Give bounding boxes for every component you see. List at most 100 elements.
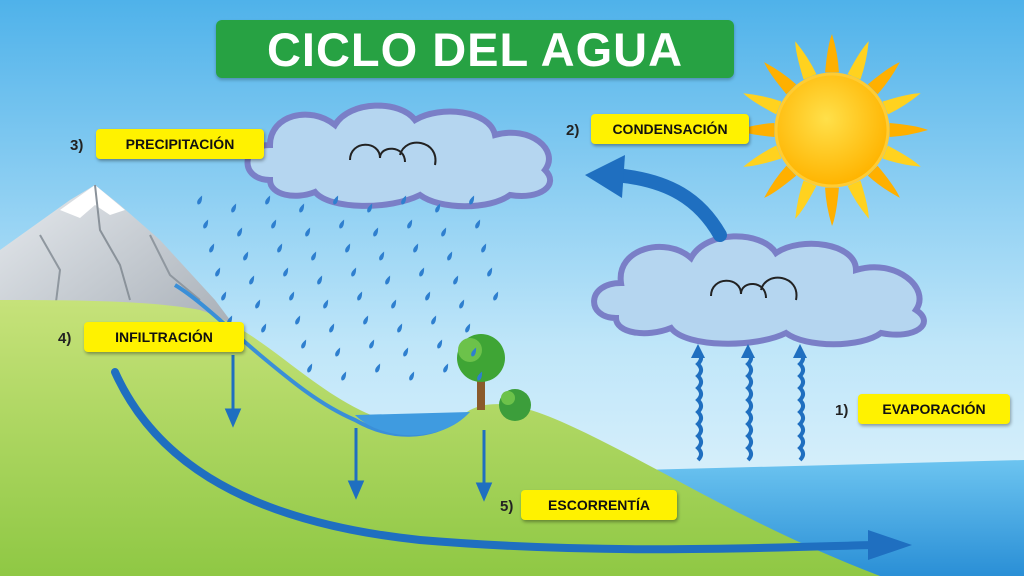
- rain-drop-icon: [351, 267, 357, 277]
- evaporation-wave-arrow: [797, 350, 805, 462]
- rain-drop-icon: [295, 315, 301, 325]
- step-label-precipitacion: PRECIPITACIÓN: [96, 129, 264, 159]
- arrow-head-icon: [691, 344, 705, 358]
- sun-ray: [825, 187, 839, 226]
- rain-drop-icon: [453, 275, 459, 285]
- rain-drop-icon: [475, 219, 481, 229]
- rain-drop-icon: [277, 243, 283, 253]
- rain-drop-icon: [367, 203, 373, 213]
- sun-icon: [736, 34, 928, 226]
- rain-drop-icon: [437, 339, 443, 349]
- rain-drop-icon: [373, 227, 379, 237]
- rain-drop-icon: [289, 291, 295, 301]
- rain-drop-icon: [203, 219, 209, 229]
- rain-drop-icon: [363, 315, 369, 325]
- rain-drop-icon: [407, 219, 413, 229]
- arrow-head-icon: [741, 344, 755, 358]
- rain-drop-icon: [261, 323, 267, 333]
- sun-ray: [882, 145, 921, 167]
- sun-ray: [825, 34, 839, 73]
- cloud-icon: [591, 233, 927, 348]
- rain-drop-icon: [283, 267, 289, 277]
- rain-drop-icon: [379, 251, 385, 261]
- sun-ray: [795, 180, 817, 219]
- condensation-arrow-icon: [585, 155, 727, 242]
- sun-ray: [764, 62, 797, 95]
- rain-drop-icon: [221, 291, 227, 301]
- rain-drop-icon: [447, 251, 453, 261]
- rain-drop-icon: [305, 227, 311, 237]
- evaporation-arrows-icon: [691, 344, 807, 462]
- rain-drop-icon: [339, 219, 345, 229]
- rain-drop-icon: [375, 363, 381, 373]
- rain-drop-icon: [385, 275, 391, 285]
- sun-ray: [743, 145, 782, 167]
- sun-ray: [795, 41, 817, 80]
- evaporation-wave-arrow: [695, 350, 703, 462]
- title-banner: CICLO DEL AGUA: [216, 20, 734, 78]
- sun-ray: [847, 180, 869, 219]
- page-title: CICLO DEL AGUA: [266, 22, 684, 76]
- rain-drop-icon: [425, 291, 431, 301]
- sun-ray: [743, 93, 782, 115]
- rain-drop-icon: [441, 227, 447, 237]
- rain-drop-icon: [299, 203, 305, 213]
- rain-drop-icon: [419, 267, 425, 277]
- rain-drop-icon: [249, 275, 255, 285]
- rain-drop-icon: [335, 347, 341, 357]
- rain-drop-icon: [471, 347, 477, 357]
- sun-ray: [764, 165, 797, 198]
- rain-drop-icon: [333, 195, 339, 205]
- rain-drop-icon: [317, 275, 323, 285]
- rain-drop-icon: [357, 291, 363, 301]
- rain-drop-icon: [465, 323, 471, 333]
- step-number-1: 1): [835, 402, 849, 419]
- rain-drop-icon: [469, 195, 475, 205]
- step-number-5: 5): [500, 498, 514, 515]
- rain-drop-icon: [307, 363, 313, 373]
- step-number-4: 4): [58, 330, 72, 347]
- sun-ray: [847, 41, 869, 80]
- rain-drop-icon: [243, 251, 249, 261]
- rain-drop-icon: [311, 251, 317, 261]
- rain-drop-icon: [487, 267, 493, 277]
- rain: [197, 195, 499, 381]
- sun-ray: [882, 93, 921, 115]
- sun-ray: [867, 62, 900, 95]
- rain-drop-icon: [391, 299, 397, 309]
- arrow-head-icon: [793, 344, 807, 358]
- rain-drop-icon: [397, 323, 403, 333]
- step-label-infiltracion: INFILTRACIÓN: [84, 322, 244, 352]
- infiltration-arrows-icon: [224, 355, 493, 502]
- rain-drop-icon: [271, 219, 277, 229]
- rain-drop-icon: [197, 195, 203, 205]
- rain-drop-icon: [493, 291, 499, 301]
- rain-drop-icon: [477, 371, 483, 381]
- rain-drop-icon: [215, 267, 221, 277]
- lake: [355, 412, 470, 436]
- sun-ray: [736, 123, 775, 137]
- rain-drop-icon: [341, 371, 347, 381]
- rain-drop-icon: [443, 363, 449, 373]
- sea: [640, 460, 1024, 576]
- rain-drop-icon: [403, 347, 409, 357]
- rain-drop-icon: [369, 339, 375, 349]
- step-label-escorrentia: ESCORRENTÍA: [521, 490, 677, 520]
- evaporation-wave-arrow: [745, 350, 753, 462]
- rain-drop-icon: [435, 203, 441, 213]
- step-label-evaporacion: EVAPORACIÓN: [858, 394, 1010, 424]
- rain-drop-icon: [401, 195, 407, 205]
- rain-drop-icon: [323, 299, 329, 309]
- cloud-icon: [244, 102, 554, 210]
- step-label-condensacion: CONDENSACIÓN: [591, 114, 749, 144]
- rain-drop-icon: [209, 243, 215, 253]
- sun-ray: [867, 165, 900, 198]
- step-number-3: 3): [70, 137, 84, 154]
- rain-drop-icon: [237, 227, 243, 237]
- sun-ray: [889, 123, 928, 137]
- rain-drop-icon: [431, 315, 437, 325]
- rain-drop-icon: [301, 339, 307, 349]
- rain-drop-icon: [459, 299, 465, 309]
- rain-drop-icon: [255, 299, 261, 309]
